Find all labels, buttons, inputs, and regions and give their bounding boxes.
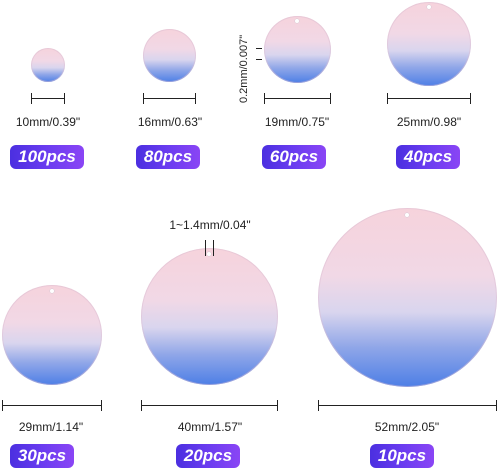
thickness-label-small: 0.2mm/0.007" [238,34,250,103]
thickness-mark-large [205,240,214,256]
qty-badge-30pcs: 30pcs [10,444,74,468]
thickness-label-large: 1~1.4mm/0.04" [169,218,251,232]
size-label-19mm: 19mm/0.75" [264,115,330,129]
size-label-16mm: 16mm/0.63" [137,115,203,129]
qty-badge-10pcs: 10pcs [370,444,434,468]
dim-line-10mm [31,93,65,104]
disc-16mm [143,29,196,82]
size-label-29mm: 29mm/1.14" [18,420,84,434]
dim-line-25mm [387,93,471,104]
size-label-25mm: 25mm/0.98" [396,115,462,129]
disc-10mm [31,48,65,82]
dim-line-29mm [2,400,102,411]
qty-badge-100pcs: 100pcs [10,145,84,169]
size-label-52mm: 52mm/2.05" [374,420,440,434]
dim-line-40mm [141,400,278,411]
size-label-10mm: 10mm/0.39" [15,115,81,129]
dim-line-19mm [264,93,331,104]
disc-52mm [318,208,497,387]
disc-19mm [264,16,331,83]
disc-hole [295,19,299,23]
disc-hole [427,5,431,9]
qty-badge-40pcs: 40pcs [396,145,460,169]
qty-badge-60pcs: 60pcs [262,145,326,169]
disc-hole [50,289,54,293]
qty-badge-80pcs: 80pcs [136,145,200,169]
size-label-40mm: 40mm/1.57" [177,420,243,434]
disc-hole [405,213,409,217]
dim-line-16mm [143,93,196,104]
disc-29mm [2,285,102,385]
qty-badge-20pcs: 20pcs [176,444,240,468]
disc-25mm [387,2,471,86]
disc-hole [207,252,211,256]
thickness-mark-small [256,48,262,60]
dim-line-52mm [318,400,497,411]
disc-40mm [141,248,278,385]
